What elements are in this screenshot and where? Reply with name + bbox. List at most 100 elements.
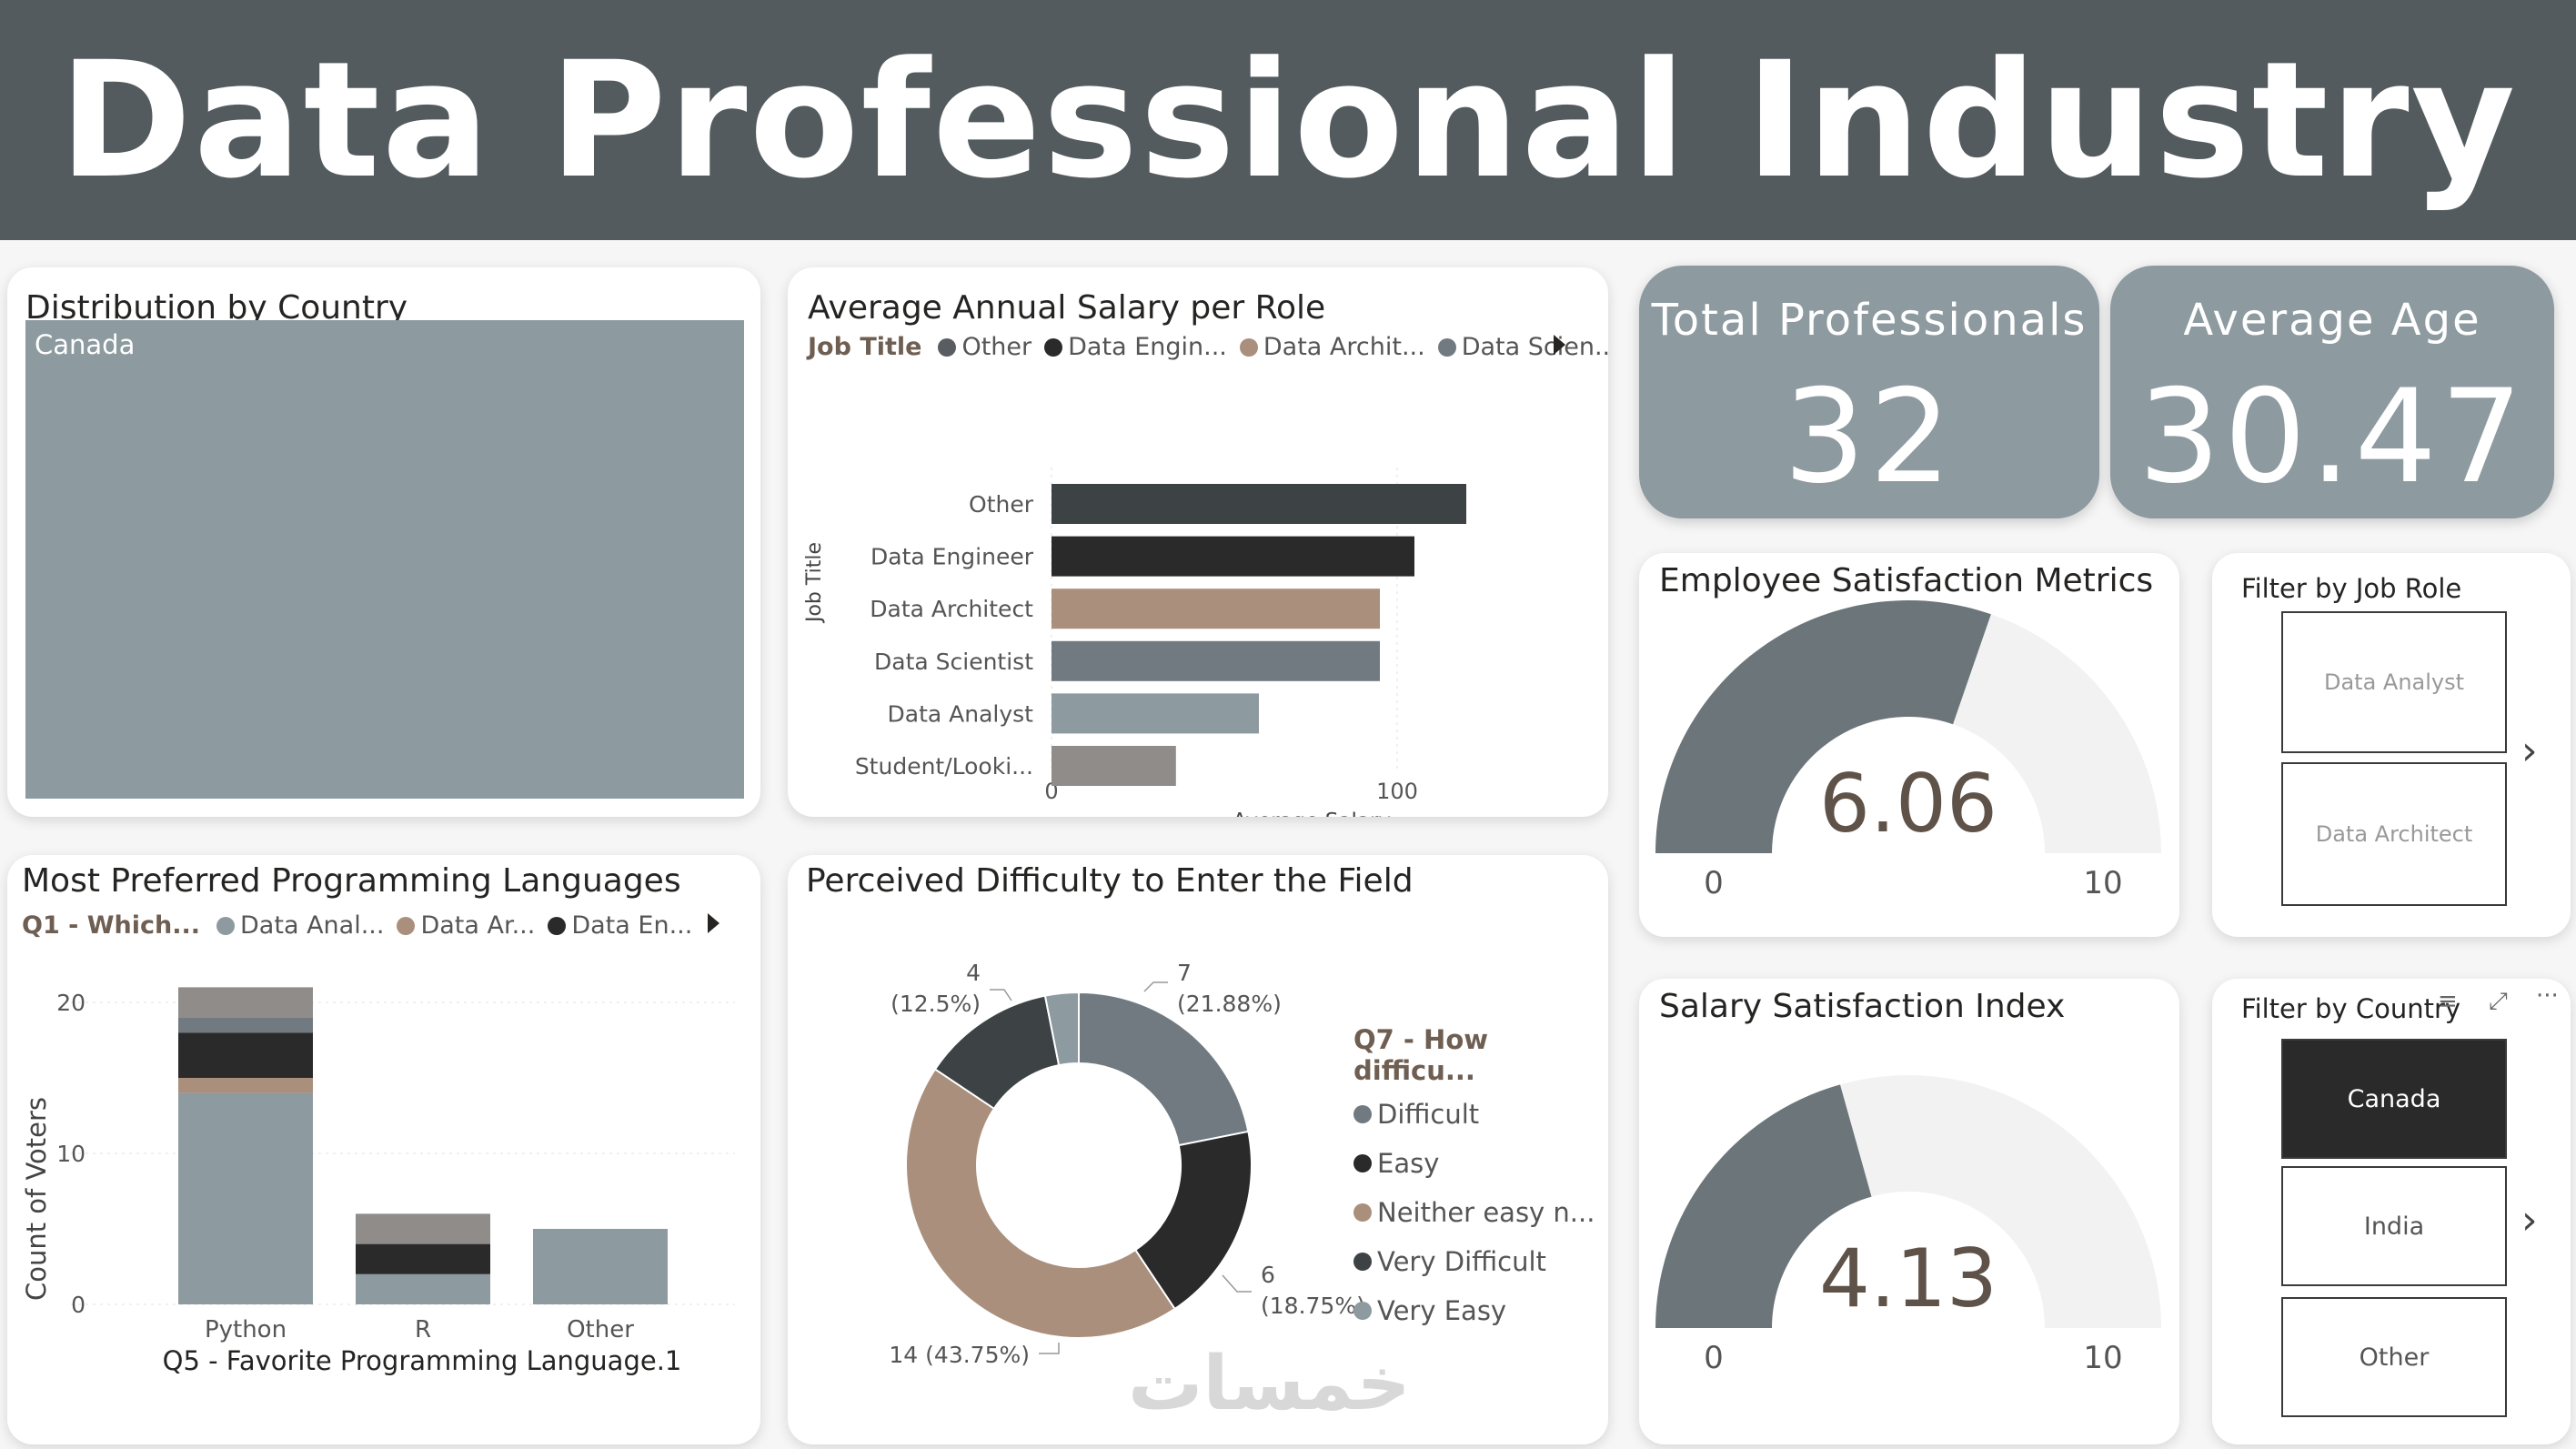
stacked-bar-segment[interactable] <box>178 987 313 1018</box>
watermark-text: خمسات <box>1128 1341 1411 1427</box>
salary-bar[interactable] <box>1052 589 1380 629</box>
slice-data-label: 4 <box>966 960 981 986</box>
languages-legend-item[interactable]: Data Ar... <box>397 911 535 940</box>
salary-role-title: Average Annual Salary per Role <box>808 289 1326 327</box>
legend-label: Data Ar... <box>420 911 536 940</box>
stacked-bar-segment[interactable] <box>178 1078 313 1093</box>
stacked-bar-segment[interactable] <box>178 1032 313 1078</box>
leader-line <box>1039 1343 1060 1354</box>
job-role-option-data-analyst[interactable]: Data Analyst <box>2281 611 2507 753</box>
difficulty-title: Perceived Difficulty to Enter the Field <box>806 862 1414 900</box>
stacked-bar-segment[interactable] <box>533 1229 668 1304</box>
donut-slice[interactable] <box>1078 991 1250 1147</box>
legend-dot-icon <box>1353 1203 1372 1222</box>
leader-line <box>1143 981 1168 992</box>
legend-label: Data Archit... <box>1263 333 1425 361</box>
donut-slice[interactable] <box>1133 1130 1253 1311</box>
salary-legend-item[interactable]: Data Engin... <box>1044 333 1227 361</box>
salary-legend-title: Job Title <box>808 333 922 361</box>
job-role-filter-title: Filter by Job Role <box>2241 573 2462 604</box>
y-tick-label: 0 <box>71 1292 86 1318</box>
total-professionals-value: 32 <box>1783 362 1956 512</box>
stacked-bar-segment[interactable] <box>356 1273 490 1304</box>
salary-role-card: Average Annual Salary per Role Job Title… <box>788 267 1608 817</box>
filter-lines-icon[interactable]: ≡ <box>2438 988 2458 1015</box>
difficulty-legend: Q7 - How difficu... Difficult Easy Neith… <box>1353 1024 1608 1326</box>
y-category-label: Data Architect <box>870 596 1033 622</box>
chevron-right-icon[interactable]: › <box>2521 1197 2538 1243</box>
donut-slice[interactable] <box>905 1068 1176 1339</box>
more-options-icon[interactable]: ··· <box>2536 982 2559 1010</box>
x-axis-title: Average Salary <box>1233 810 1391 817</box>
legend-next-arrow-icon[interactable] <box>1554 335 1565 355</box>
chevron-right-icon[interactable]: › <box>2521 728 2538 774</box>
country-option-other[interactable]: Other <box>2281 1297 2507 1417</box>
x-category-label: Python <box>205 1316 287 1343</box>
country-filter-card: Filter by Country ≡ ⤢ ··· Canada India O… <box>2212 979 2571 1444</box>
slice-data-label: 7 <box>1177 960 1192 986</box>
legend-label: Other <box>961 333 1032 361</box>
salary-bar[interactable] <box>1052 640 1380 681</box>
salary-bar[interactable] <box>1052 746 1176 786</box>
slice-data-label: (21.88%) <box>1177 991 1282 1017</box>
legend-label: Data En... <box>571 911 693 940</box>
country-option-canada[interactable]: Canada <box>2281 1039 2507 1159</box>
gauge-min-label: 0 <box>1704 1340 1724 1376</box>
legend-label: Very Easy <box>1377 1295 1507 1326</box>
languages-title: Most Preferred Programming Languages <box>22 862 681 900</box>
average-age-value: 30.47 <box>2138 362 2527 512</box>
legend-label: Data Scien... <box>1461 333 1608 361</box>
difficulty-legend-item[interactable]: Neither easy n... <box>1353 1197 1595 1228</box>
total-professionals-label: Total Professionals <box>1651 295 2088 346</box>
slice-data-label: (18.75%) <box>1261 1293 1365 1319</box>
legend-next-arrow-icon[interactable] <box>708 913 719 933</box>
languages-card: Most Preferred Programming Languages Q1 … <box>7 855 760 1444</box>
difficulty-legend-title: Q7 - How difficu... <box>1353 1024 1489 1086</box>
employee-satisfaction-gauge: 6.06 0 10 <box>1655 600 2161 901</box>
treemap-tile-label: Canada <box>35 329 136 360</box>
legend-dot-icon <box>1353 1105 1372 1123</box>
salary-bar[interactable] <box>1052 484 1466 524</box>
stacked-bar-segment[interactable] <box>178 1092 313 1304</box>
salary-legend-item[interactable]: Data Archit... <box>1239 333 1425 361</box>
country-option-india[interactable]: India <box>2281 1166 2507 1286</box>
legend-label: Neither easy n... <box>1377 1197 1595 1228</box>
salary-legend-item[interactable]: Other <box>938 333 1031 361</box>
legend-dot-icon <box>938 337 957 357</box>
stacked-bar-segment[interactable] <box>356 1243 490 1274</box>
legend-dot-icon <box>1353 1253 1372 1271</box>
leader-line <box>990 989 1012 1001</box>
legend-dot-icon <box>1353 1154 1372 1172</box>
gauge-value: 4.13 <box>1819 1232 1997 1325</box>
dashboard-title: Data Professional Industry <box>58 26 2518 214</box>
legend-label: Difficult <box>1377 1099 1480 1130</box>
languages-legend-title: Q1 - Which... <box>22 911 201 940</box>
treemap-tile-canada[interactable]: Canada <box>25 320 744 799</box>
languages-legend-item[interactable]: Data En... <box>548 911 692 940</box>
legend-dot-icon <box>1044 337 1063 357</box>
salary-bar[interactable] <box>1052 536 1414 577</box>
languages-legend-item[interactable]: Data Anal... <box>216 911 384 940</box>
gauge-value: 6.06 <box>1819 757 1997 850</box>
difficulty-legend-item[interactable]: Very Easy <box>1353 1295 1595 1326</box>
dashboard-header: Data Professional Industry <box>0 0 2576 240</box>
legend-dot-icon <box>548 916 567 935</box>
legend-label: Very Difficult <box>1377 1246 1546 1277</box>
salary-legend-item[interactable]: Data Scien... <box>1437 333 1608 361</box>
gauge-fill <box>1655 600 1991 853</box>
salary-bar[interactable] <box>1052 693 1259 734</box>
gauge-min-label: 0 <box>1704 865 1724 901</box>
donut-slice[interactable] <box>1043 991 1080 1067</box>
legend-dot-icon <box>216 916 236 935</box>
legend-dot-icon <box>1239 337 1258 357</box>
job-role-option-data-architect[interactable]: Data Architect <box>2281 762 2507 906</box>
difficulty-legend-item[interactable]: Very Difficult <box>1353 1246 1595 1277</box>
stacked-bar-segment[interactable] <box>356 1213 490 1244</box>
salary-satisfaction-title: Salary Satisfaction Index <box>1659 988 2066 1025</box>
stacked-bar-segment[interactable] <box>178 1017 313 1033</box>
difficulty-legend-item[interactable]: Difficult <box>1353 1099 1595 1130</box>
difficulty-legend-item[interactable]: Easy <box>1353 1148 1595 1179</box>
focus-mode-icon[interactable]: ⤢ <box>2489 988 2508 1015</box>
legend-label: Data Anal... <box>240 911 385 940</box>
